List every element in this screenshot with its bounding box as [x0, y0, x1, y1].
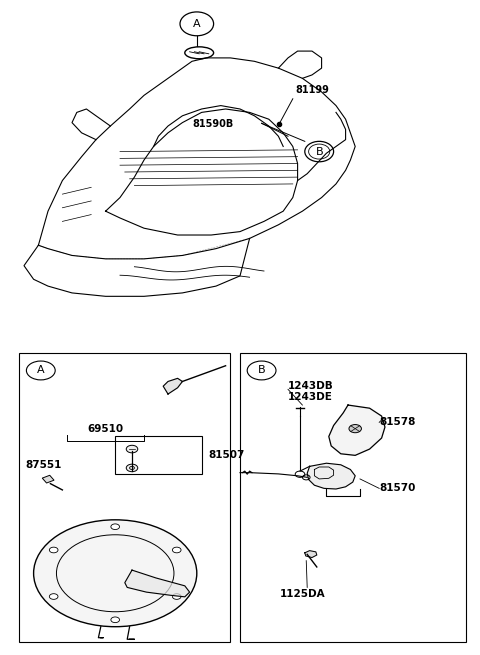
Bar	[42, 476, 54, 483]
Text: 81578: 81578	[379, 417, 416, 427]
Text: A: A	[37, 365, 45, 375]
Polygon shape	[329, 405, 385, 455]
Text: 87551: 87551	[25, 460, 61, 470]
Circle shape	[172, 547, 181, 553]
Circle shape	[349, 424, 361, 433]
Text: 81590B: 81590B	[192, 119, 233, 129]
Polygon shape	[125, 570, 190, 597]
Circle shape	[126, 445, 138, 453]
Text: 81199: 81199	[295, 85, 329, 96]
Text: B: B	[315, 147, 323, 157]
Circle shape	[49, 593, 58, 599]
Text: 1243DB: 1243DB	[288, 381, 334, 391]
Circle shape	[111, 524, 120, 529]
Bar	[115, 436, 202, 474]
Text: 69510: 69510	[87, 424, 124, 434]
Circle shape	[111, 617, 120, 623]
Text: 1243DE: 1243DE	[288, 392, 333, 402]
Polygon shape	[305, 551, 317, 557]
Circle shape	[126, 464, 138, 472]
Bar	[19, 353, 230, 643]
Bar	[240, 353, 466, 643]
Text: B: B	[258, 365, 265, 375]
Text: 81507: 81507	[209, 451, 245, 460]
Text: 1125DA: 1125DA	[279, 589, 325, 599]
Polygon shape	[163, 379, 182, 394]
Text: A: A	[193, 19, 201, 29]
Text: 81570: 81570	[379, 483, 416, 493]
Circle shape	[49, 547, 58, 553]
Circle shape	[172, 593, 181, 599]
Polygon shape	[307, 463, 355, 489]
Circle shape	[34, 520, 197, 627]
